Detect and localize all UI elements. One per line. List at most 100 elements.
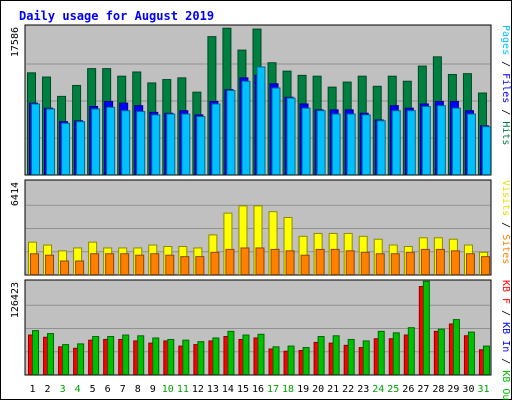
bar-kbytes-kb-out-day-18 [287,345,295,376]
x-tick-label-day-4: 4 [75,384,81,395]
chart-title: Daily usage for August 2019 [19,9,214,23]
axis-label-part: Pages [500,25,511,55]
axis-label-part: / [500,103,511,121]
bar-visits-sites-day-20 [315,248,325,276]
bar-visits-sites-day-30 [465,253,475,275]
axis-label-part: / [500,352,511,370]
bar-hits-pages-day-20 [316,110,326,176]
x-tick-label-day-1: 1 [30,384,36,395]
bar-visits-sites-day-1 [30,253,39,275]
bar-kbytes-kb-out-day-10 [167,338,175,375]
bar-visits-sites-day-23 [360,251,370,276]
x-tick-label-day-2: 2 [45,384,51,395]
bar-hits-pages-day-24 [376,120,386,175]
bar-kbytes-kb-out-day-8 [137,335,145,375]
bar-visits-sites-day-14 [225,248,235,276]
axis-label-part: / [500,55,511,73]
bar-kbytes-kb-out-day-27 [422,280,430,375]
panel-kbytes-axis-label: KB F / KB In / KB Out [500,280,511,400]
x-tick-label-day-7: 7 [120,384,126,395]
bar-hits-pages-day-15 [241,80,251,175]
bar-visits-sites-day-13 [210,251,220,276]
bar-visits-sites-day-6 [105,253,115,275]
bar-hits-pages-day-13 [211,103,221,175]
panel-hits: 17586 Pages / Files / Hits [10,24,511,176]
x-tick-label-day-23: 23 [357,384,369,395]
bar-kbytes-kb-out-day-22 [347,338,355,375]
x-tick-label-day-12: 12 [192,384,204,395]
bar-visits-sites-day-15 [240,247,250,275]
bar-visits-sites-day-28 [435,248,445,276]
x-tick-label-day-27: 27 [417,384,429,395]
bar-kbytes-kb-out-day-6 [107,336,115,375]
bar-hits-pages-day-26 [406,110,416,176]
panel-kbytes: 1 26 4 23 KB F / KB In / KB Out [10,279,511,400]
bar-visits-sites-day-3 [60,260,70,275]
x-tick-label-day-18: 18 [282,384,294,395]
bar-kbytes-kb-out-day-26 [407,327,415,375]
x-tick-label-day-11: 11 [177,384,189,395]
bar-hits-pages-day-8 [136,111,146,175]
axis-label-part: KB F [500,280,511,304]
series-sites [30,247,490,276]
bar-hits-pages-day-7 [121,110,131,176]
x-tick-label-day-20: 20 [312,384,324,395]
bar-kbytes-kb-out-day-12 [197,341,205,376]
axis-label-part: / [500,304,511,322]
bar-hits-pages-day-1 [31,103,40,175]
bar-hits-pages-day-29 [451,107,461,175]
bar-visits-sites-day-22 [345,250,355,276]
series-pages [31,66,491,176]
axis-label-part: Visits [500,180,511,216]
x-tick-label-day-10: 10 [162,384,174,395]
bar-kbytes-kb-out-day-30 [467,331,475,375]
bar-hits-pages-day-6 [106,106,116,175]
axis-label-part: Sites [500,234,511,264]
bar-visits-sites-day-17 [270,248,280,276]
bar-kbytes-kb-out-day-11 [182,339,190,376]
bar-hits-pages-day-18 [286,97,296,175]
bar-visits-sites-day-18 [285,250,295,276]
bar-kbytes-kb-out-day-17 [272,346,280,376]
bar-kbytes-kb-out-day-14 [227,330,235,375]
bar-visits-sites-day-2 [45,254,55,275]
bar-hits-pages-day-5 [91,108,101,175]
bar-hits-pages-day-27 [421,105,431,175]
panel-hits-axis-label: Pages / Files / Hits [500,25,511,145]
x-axis-labels: 1 2 3 4 5 6 7 8 9 10 11 12 13 14 15 16 17 18 19 20 21 22 23 24 2… [30,384,490,395]
x-tick-label-day-26: 26 [402,384,414,395]
bar-hits-pages-day-25 [391,110,401,176]
x-tick-label-day-13: 13 [207,384,219,395]
bar-visits-sites-day-19 [300,254,310,275]
bar-kbytes-kb-out-day-16 [257,333,265,375]
bar-visits-sites-day-11 [180,256,190,275]
panel-hits-ymax-label: 17586 [10,27,21,57]
x-tick-label-day-24: 24 [372,384,384,395]
bar-kbytes-kb-out-day-23 [362,340,370,376]
x-tick-label-day-28: 28 [432,384,444,395]
series-kb-out [32,280,490,376]
bar-hits-pages-day-28 [436,105,446,175]
x-tick-label-day-14: 14 [222,384,234,395]
bar-hits-pages-day-16 [256,66,266,175]
bar-kbytes-kb-out-day-29 [452,319,460,375]
bar-visits-sites-day-16 [255,247,265,275]
axis-label-part: KB In [500,322,511,352]
bar-kbytes-kb-out-day-7 [122,334,130,375]
bar-visits-sites-day-25 [390,253,400,275]
bar-kbytes-kb-out-day-2 [47,333,55,375]
bar-hits-pages-day-30 [466,113,476,175]
bar-hits-pages-day-11 [181,113,191,175]
bar-visits-sites-day-9 [150,253,160,275]
bar-kbytes-kb-out-day-5 [92,336,100,375]
x-tick-label-day-21: 21 [327,384,339,395]
bar-hits-pages-day-23 [361,114,371,176]
x-tick-label-day-25: 25 [387,384,399,395]
panel-visits-axis-label: Visits / Sites [500,180,511,264]
x-tick-label-day-29: 29 [447,384,459,395]
x-tick-label-day-8: 8 [135,384,141,395]
bar-hits-pages-day-21 [331,113,341,175]
bar-visits-sites-day-8 [135,254,145,275]
bar-kbytes-kb-out-day-19 [302,347,310,376]
bar-hits-pages-day-22 [346,113,356,175]
